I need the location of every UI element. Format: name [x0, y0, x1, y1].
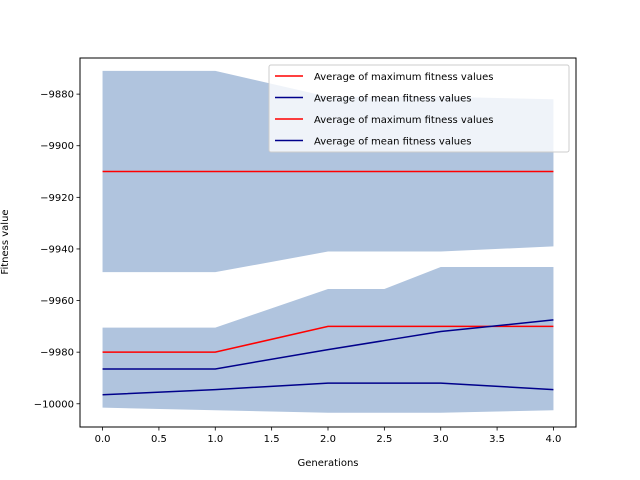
- legend-label: Average of maximum fitness values: [314, 115, 493, 126]
- y-tick-label: −9900: [40, 141, 74, 152]
- x-tick-label: 0.0: [95, 434, 111, 445]
- y-tick-label: −9920: [40, 193, 74, 204]
- legend-box: [268, 64, 570, 153]
- x-tick-label: 3.0: [433, 434, 449, 445]
- x-tick-label: 1.5: [264, 434, 280, 445]
- x-tick-label: 2.5: [376, 434, 392, 445]
- series-line-4: [102, 319, 554, 370]
- fitness-band-2: [102, 267, 554, 413]
- x-axis-ticks: 0.0 0.5 1.0 1.5 2.0 2.5 3.0 3.5 4.0: [95, 427, 562, 445]
- series-line-2: [102, 382, 554, 396]
- x-tick-label: 0.5: [151, 434, 167, 445]
- series-lines: [102, 170, 554, 396]
- x-tick-label: 3.5: [489, 434, 505, 445]
- series-line-3: [102, 325, 554, 353]
- y-tick-label: −9940: [40, 244, 74, 255]
- x-axis-label: Generations: [298, 458, 359, 469]
- y-tick-label: −10000: [34, 399, 74, 410]
- legend-label: Average of mean fitness values: [314, 137, 471, 148]
- legend-label: Average of mean fitness values: [314, 94, 471, 105]
- y-tick-label: −9880: [40, 90, 74, 101]
- x-tick-label: 4.0: [546, 434, 562, 445]
- y-tick-label: −9960: [40, 296, 74, 307]
- x-tick-label: 1.0: [207, 434, 223, 445]
- x-tick-label: 2.0: [320, 434, 336, 445]
- legend-label: Average of maximum fitness values: [314, 72, 493, 83]
- y-axis-label: Fitness value: [0, 209, 11, 274]
- legend: Average of maximum fitness values Average…: [268, 64, 570, 153]
- y-tick-label: −9980: [40, 348, 74, 359]
- y-axis-ticks: −10000 −9980 −9960 −9940 −9920 −9900 −9880: [34, 90, 80, 410]
